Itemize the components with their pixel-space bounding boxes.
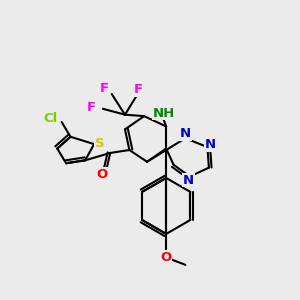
Text: Cl: Cl bbox=[44, 112, 58, 125]
Text: F: F bbox=[100, 82, 109, 95]
Text: F: F bbox=[86, 101, 96, 114]
Text: NH: NH bbox=[153, 107, 175, 120]
Text: F: F bbox=[134, 83, 143, 96]
Text: N: N bbox=[180, 127, 191, 140]
Text: N: N bbox=[205, 138, 216, 151]
Text: S: S bbox=[94, 137, 104, 150]
Text: O: O bbox=[160, 251, 172, 264]
Text: N: N bbox=[183, 173, 194, 187]
Text: O: O bbox=[97, 168, 108, 181]
